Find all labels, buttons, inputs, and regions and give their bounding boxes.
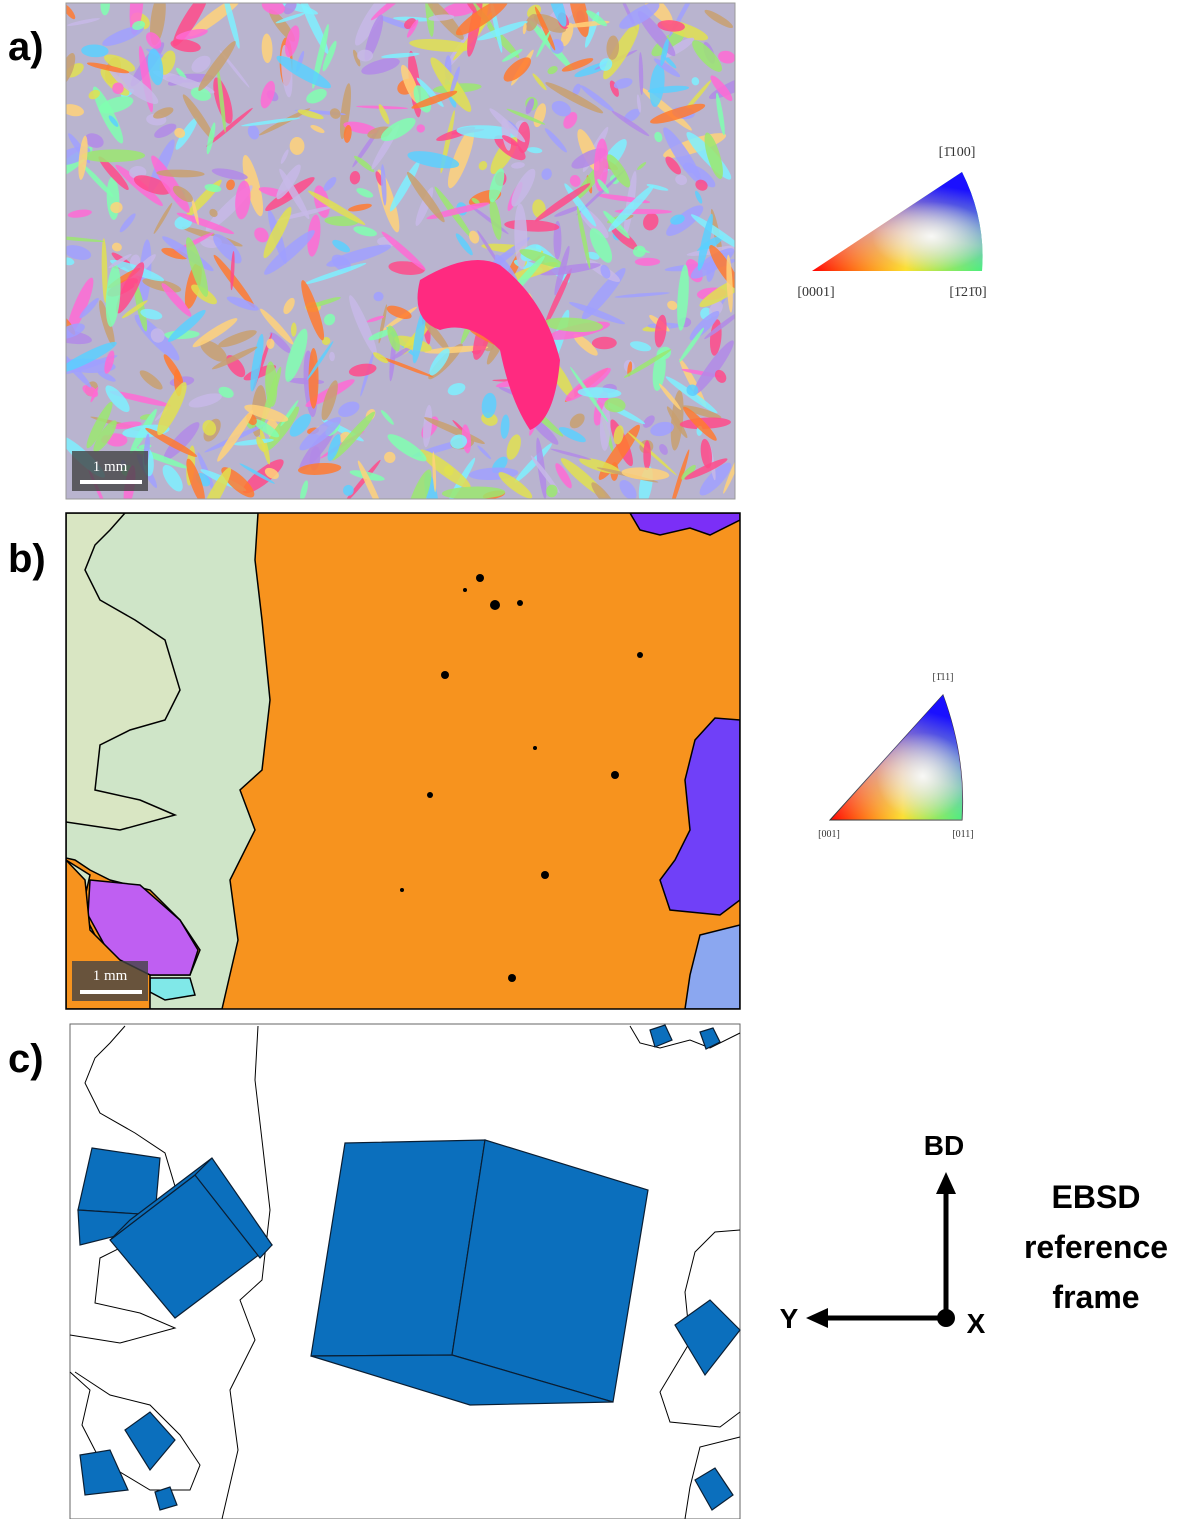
- frame-title: frame: [1052, 1279, 1139, 1315]
- cube-map: [70, 1024, 740, 1519]
- ipf-label: [1̄21̄0]: [949, 285, 986, 300]
- ipf-label: [1̄100]: [939, 145, 976, 160]
- ipf-legend: [1̄11] [001] [011]: [818, 672, 973, 840]
- grain: [357, 50, 373, 62]
- panel-label: b): [8, 537, 46, 581]
- figure: a) 1 mm [1̄100] [0001] [1̄21̄0] b) 1: [0, 0, 1188, 1519]
- axis-label: BD: [924, 1130, 964, 1161]
- scale-bar-label: 1 mm: [93, 968, 128, 984]
- ipf-label: [001]: [818, 829, 840, 840]
- ipf-label: [1̄11]: [933, 672, 954, 683]
- ipf-label: [0001]: [797, 285, 834, 300]
- panel-label: a): [8, 25, 44, 69]
- ipf-map: [41, 0, 762, 528]
- scale-bar: [80, 990, 142, 994]
- grain: [308, 348, 318, 409]
- axis-label: X: [967, 1308, 986, 1339]
- axis-label: Y: [780, 1303, 799, 1334]
- frame-title: reference: [1024, 1229, 1168, 1265]
- reference-frame: BD Y X EBSD reference frame: [780, 1130, 1168, 1339]
- frame-title: EBSD: [1052, 1179, 1141, 1215]
- scale-bar: [80, 480, 142, 484]
- scale-bar-label: 1 mm: [93, 459, 128, 475]
- panel-label: c): [8, 1037, 44, 1081]
- ipf-legend: [1̄100] [0001] [1̄21̄0]: [797, 145, 986, 300]
- grain-map: [66, 513, 740, 1009]
- ipf-label: [011]: [952, 829, 973, 840]
